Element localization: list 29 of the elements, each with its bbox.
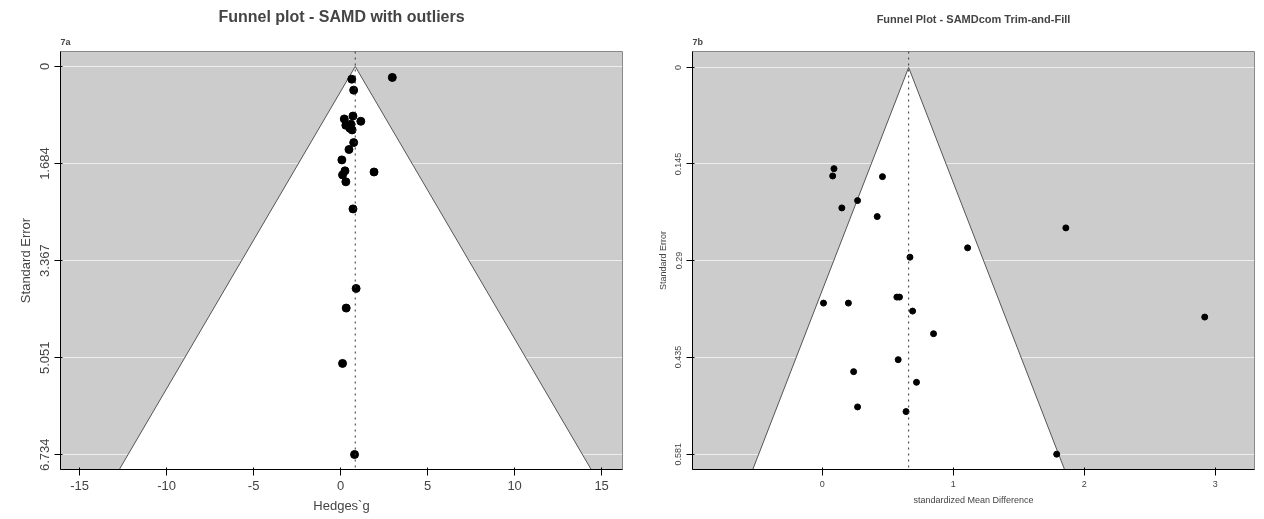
y-tick-label: 6.734 <box>37 438 53 472</box>
y-tick-label: 0.29 <box>673 251 684 270</box>
text: 7a <box>60 36 72 47</box>
y-tick-label: 3.367 <box>37 244 53 277</box>
x-tick-label: 2 <box>1081 478 1087 489</box>
x-tick-label: 5 <box>424 477 432 493</box>
x-tick-label: 15 <box>594 477 609 493</box>
y-axis-title: Standard Error <box>657 230 668 291</box>
x-tick-label: 10 <box>507 477 522 493</box>
chart-title: Funnel plot - SAMD with outliers <box>218 7 465 25</box>
x-axis-title: standardized Mean Difference <box>913 494 1034 505</box>
y-axis-title: Standard Error <box>17 217 33 304</box>
y-tick-label: 0 <box>37 62 53 71</box>
y-tick-label: 0.145 <box>673 152 684 176</box>
y-tick-label: 1.684 <box>37 147 53 180</box>
chart-title: Funnel Plot - SAMDcom Trim-and-Fill <box>876 12 1071 25</box>
y-tick-label: 5.051 <box>37 341 53 374</box>
x-tick-label: 0 <box>819 478 825 489</box>
x-axis-title: Hedges`g <box>313 497 370 513</box>
x-tick-label: 3 <box>1212 478 1218 489</box>
y-tick-label: 0.435 <box>673 345 684 369</box>
y-tick-label: 0.581 <box>673 442 684 466</box>
x-tick-label: 0 <box>337 477 345 493</box>
y-tick-label: 0 <box>673 64 684 70</box>
x-tick-label: -5 <box>247 477 260 493</box>
text: 7b <box>692 36 704 47</box>
x-tick-label: 1 <box>950 478 956 489</box>
x-tick-label: -10 <box>157 477 177 493</box>
x-tick-label: -15 <box>70 477 90 493</box>
